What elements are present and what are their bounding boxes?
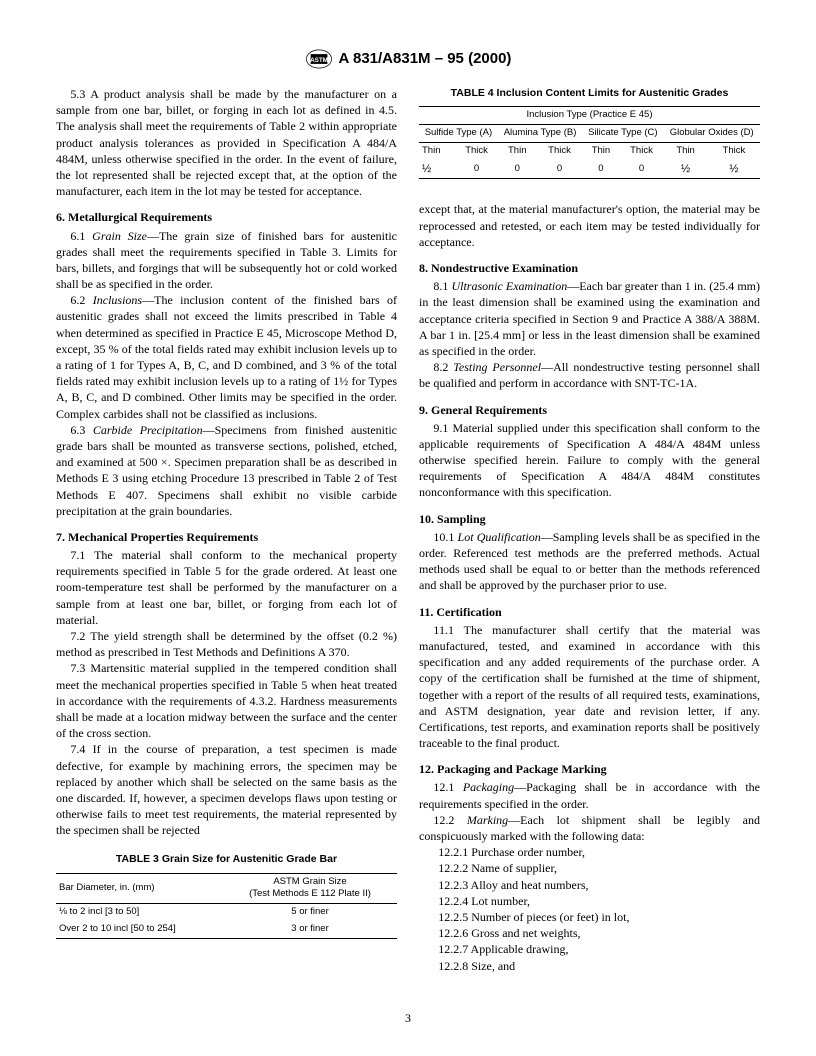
t4-thick-a: Thick [455, 142, 498, 159]
sub-12-2-8: 12.2.8 Size, and [438, 958, 760, 974]
section-6-head: 6. Metallurgical Requirements [56, 209, 397, 225]
table-3-caption: TABLE 3 Grain Size for Austenitic Grade … [56, 852, 397, 866]
sub-12-2-3: 12.2.3 Alloy and heat numbers, [438, 877, 760, 893]
svg-text:ASTM: ASTM [310, 57, 328, 64]
sub-12-2-2: 12.2.2 Name of supplier, [438, 860, 760, 876]
t4-v-c-thick: 0 [620, 160, 664, 179]
label-marking: Marking [467, 813, 508, 827]
t4-thin-c: Thin [582, 142, 619, 159]
sub-12-2-7: 12.2.7 Applicable drawing, [438, 941, 760, 957]
sub-12-2-5: 12.2.5 Number of pieces (or feet) in lot… [438, 909, 760, 925]
t4-thick-c: Thick [620, 142, 664, 159]
para-8-1: 8.1 Ultrasonic Examination—Each bar grea… [419, 278, 760, 359]
t4-v-a-thick: 0 [455, 160, 498, 179]
para-11-1: 11.1 The manufacturer shall certify that… [419, 622, 760, 752]
t4-thick-b: Thick [537, 142, 583, 159]
table-4-caption: TABLE 4 Inclusion Content Limits for Aus… [419, 86, 760, 100]
left-column: 5.3 A product analysis shall be made by … [56, 86, 397, 974]
table-3: Bar Diameter, in. (mm) ASTM Grain Size (… [56, 873, 397, 939]
label-ultrasonic: Ultrasonic Examination [451, 279, 567, 293]
para-6-3: 6.3 Carbide Precipitation—Specimens from… [56, 422, 397, 519]
designation-text: A 831/A831M – 95 (2000) [339, 49, 512, 69]
right-column: TABLE 4 Inclusion Content Limits for Aus… [419, 86, 760, 974]
section-11-head: 11. Certification [419, 604, 760, 620]
label-lot-qual: Lot Qualification [458, 530, 541, 544]
label-grain-size: Grain Size [92, 229, 147, 243]
section-12-head: 12. Packaging and Package Marking [419, 761, 760, 777]
t4-thin-a: Thin [419, 142, 455, 159]
t4-v-d-thin: ½ [663, 160, 707, 179]
sub-12-2-1: 12.2.1 Purchase order number, [438, 844, 760, 860]
t4-v-a-thin: ½ [419, 160, 455, 179]
t4-v-b-thick: 0 [537, 160, 583, 179]
t4-thin-b: Thin [498, 142, 537, 159]
para-5-3: 5.3 A product analysis shall be made by … [56, 86, 397, 199]
t3-r2c1: Over 2 to 10 incl [50 to 254] [56, 921, 223, 938]
t4-c4: Globular Oxides (D) [663, 124, 760, 142]
page-number: 3 [0, 1010, 816, 1026]
label-packaging: Packaging [463, 780, 514, 794]
t4-c1: Sulfide Type (A) [419, 124, 498, 142]
page-header: ASTM A 831/A831M – 95 (2000) [56, 48, 760, 70]
label-inclusions: Inclusions [93, 293, 142, 307]
t3-h2: ASTM Grain Size (Test Methods E 112 Plat… [223, 873, 397, 904]
para-12-2: 12.2 Marking—Each lot shipment shall be … [419, 812, 760, 844]
label-personnel: Testing Personnel [453, 360, 541, 374]
t4-thick-d: Thick [708, 142, 760, 159]
para-7-1: 7.1 The material shall conform to the me… [56, 547, 397, 628]
t3-r1c1: ⅛ to 2 incl [3 to 50] [56, 904, 223, 921]
t4-thin-d: Thin [663, 142, 707, 159]
t4-superhead: Inclusion Type (Practice E 45) [419, 107, 760, 125]
t4-v-c-thin: 0 [582, 160, 619, 179]
section-8-head: 8. Nondestructive Examination [419, 260, 760, 276]
para-9-1: 9.1 Material supplied under this specifi… [419, 420, 760, 501]
t4-v-d-thick: ½ [708, 160, 760, 179]
para-6-2: 6.2 Inclusions—The inclusion content of … [56, 292, 397, 422]
t4-v-b-thin: 0 [498, 160, 537, 179]
section-9-head: 9. General Requirements [419, 402, 760, 418]
t3-r2c2: 3 or finer [223, 921, 397, 938]
astm-logo-icon: ASTM [305, 48, 333, 70]
para-8-2: 8.2 Testing Personnel—All nondestructive… [419, 359, 760, 391]
para-10-1: 10.1 Lot Qualification—Sampling levels s… [419, 529, 760, 594]
text-6-2: —The inclusion content of the finished b… [56, 293, 397, 420]
t3-h1: Bar Diameter, in. (mm) [56, 873, 223, 904]
para-cont: except that, at the material manufacture… [419, 201, 760, 250]
para-7-3: 7.3 Martensitic material supplied in the… [56, 660, 397, 741]
para-6-1: 6.1 Grain Size—The grain size of finishe… [56, 228, 397, 293]
table-4: Inclusion Type (Practice E 45) Sulfide T… [419, 106, 760, 179]
section-7-head: 7. Mechanical Properties Requirements [56, 529, 397, 545]
t3-r1c2: 5 or finer [223, 904, 397, 921]
marking-sublist: 12.2.1 Purchase order number, 12.2.2 Nam… [419, 844, 760, 974]
para-7-4: 7.4 If in the course of preparation, a t… [56, 741, 397, 838]
para-12-1: 12.1 Packaging—Packaging shall be in acc… [419, 779, 760, 811]
label-carbide: Carbide Precipitation [93, 423, 203, 437]
two-column-layout: 5.3 A product analysis shall be made by … [56, 86, 760, 974]
t4-c3: Silicate Type (C) [582, 124, 663, 142]
sub-12-2-6: 12.2.6 Gross and net weights, [438, 925, 760, 941]
para-7-2: 7.2 The yield strength shall be determin… [56, 628, 397, 660]
section-10-head: 10. Sampling [419, 511, 760, 527]
t4-c2: Alumina Type (B) [498, 124, 582, 142]
sub-12-2-4: 12.2.4 Lot number, [438, 893, 760, 909]
